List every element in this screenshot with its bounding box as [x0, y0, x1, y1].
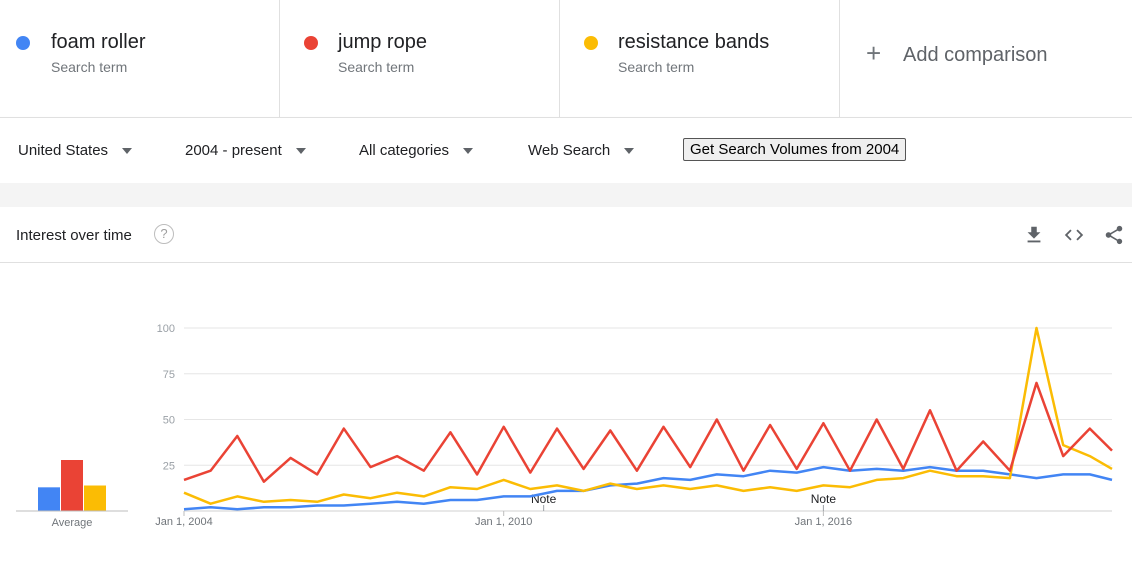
search-term-type: Search term: [618, 59, 695, 75]
search-term-name[interactable]: resistance bands: [618, 31, 770, 53]
search-type-label: Web Search: [528, 142, 611, 159]
average-label: Average: [52, 517, 93, 529]
filters-bar: United States 2004 - present All categor…: [0, 117, 1132, 185]
add-comparison-button[interactable]: + Add comparison: [840, 0, 1132, 117]
series-color-dot: [16, 36, 30, 50]
search-term-name[interactable]: foam roller: [51, 31, 146, 53]
region-label: United States: [18, 142, 109, 159]
x-axis-ticks: Jan 1, 2004 Jan 1, 2010 Jan 1, 2016: [155, 511, 852, 528]
plus-icon: +: [866, 38, 882, 68]
y-axis-ticks: 25 50 75 100: [157, 323, 175, 472]
x-tick-label: Jan 1, 2016: [795, 516, 853, 528]
download-icon[interactable]: [1023, 224, 1045, 246]
chevron-down-icon: [122, 148, 133, 155]
chevron-down-icon: [295, 148, 306, 155]
x-tick-label: Jan 1, 2010: [475, 516, 533, 528]
series-line-foam-roller: [183, 465, 1113, 511]
y-tick-label: 100: [157, 323, 175, 335]
average-bars: [16, 460, 128, 512]
average-bar-resistance-bands: [84, 485, 106, 511]
search-term-name[interactable]: jump rope: [338, 31, 427, 53]
section-divider: [0, 183, 1132, 207]
panel-title: Interest over time: [16, 227, 132, 244]
y-tick-label: 75: [163, 369, 175, 381]
region-dropdown[interactable]: United States: [18, 142, 133, 159]
average-bar-foam-roller: [38, 487, 60, 511]
time-range-label: 2004 - present: [185, 142, 282, 159]
share-icon[interactable]: [1103, 224, 1125, 246]
time-range-dropdown[interactable]: 2004 - present: [185, 142, 306, 159]
y-tick-label: 25: [163, 460, 175, 472]
category-dropdown[interactable]: All categories: [359, 142, 474, 159]
interest-over-time-header: Interest over time ?: [0, 207, 1132, 263]
chevron-down-icon: [463, 148, 474, 155]
search-term-type: Search term: [338, 59, 415, 75]
category-label: All categories: [359, 142, 450, 159]
help-icon[interactable]: ?: [154, 224, 174, 244]
chevron-down-icon: [624, 148, 635, 155]
search-terms-bar: foam roller Search term jump rope Search…: [0, 0, 1132, 117]
add-comparison-label[interactable]: Add comparison: [903, 44, 1048, 66]
average-bar-jump-rope: [61, 460, 83, 511]
search-term-card[interactable]: resistance bands Search term: [560, 0, 840, 117]
series-line-jump-rope: [183, 381, 1113, 483]
chart-grid: [184, 327, 1112, 512]
embed-icon[interactable]: [1063, 224, 1085, 246]
search-term-type: Search term: [51, 59, 128, 75]
search-term-card[interactable]: jump rope Search term: [280, 0, 560, 117]
note-label: Note: [811, 492, 837, 506]
x-tick-label: Jan 1, 2004: [155, 516, 213, 528]
search-type-dropdown[interactable]: Web Search: [528, 142, 635, 159]
series-line-resistance-bands: [183, 326, 1113, 505]
series-color-dot: [584, 36, 598, 50]
y-tick-label: 50: [163, 415, 175, 427]
get-search-volumes-button[interactable]: Get Search Volumes from 2004: [683, 138, 907, 161]
chart-series: [183, 326, 1113, 511]
search-term-card[interactable]: foam roller Search term: [0, 0, 280, 117]
chart-notes: Note Note: [531, 492, 836, 511]
interest-over-time-chart: Average 25 50 75 100 Jan 1, 2004 Jan 1, 2010…: [16, 323, 1113, 529]
series-color-dot: [304, 36, 318, 50]
